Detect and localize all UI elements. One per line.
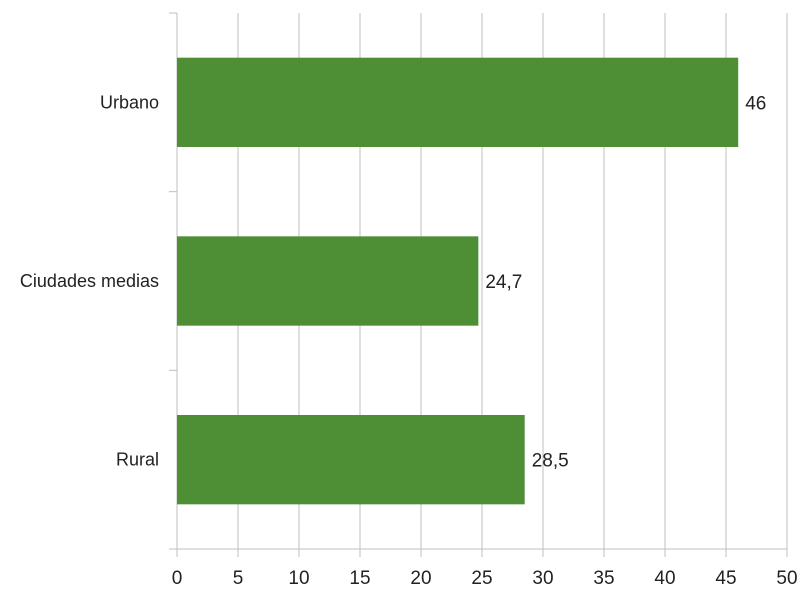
x-tick-label: 20 xyxy=(410,568,431,589)
bar-ciudades-medias xyxy=(177,236,479,326)
x-tick-label: 35 xyxy=(593,568,614,589)
category-label: Rural xyxy=(116,450,159,470)
bar-rural xyxy=(177,415,525,505)
bar-urbano xyxy=(177,57,739,147)
category-label: Urbano xyxy=(100,92,159,112)
bars xyxy=(177,57,739,505)
labels: 0 5 10 15 20 25 30 35 40 45 50 Urbano 46 Ciudades med… xyxy=(20,92,798,589)
data-label: 46 xyxy=(745,93,766,114)
x-tick-label: 0 xyxy=(172,568,183,589)
x-tick-label: 25 xyxy=(471,568,492,589)
category-label: Ciudades medias xyxy=(20,271,159,291)
x-tick-label: 5 xyxy=(233,568,244,589)
data-label: 24,7 xyxy=(485,272,522,293)
x-tick-label: 45 xyxy=(715,568,736,589)
x-tick-label: 50 xyxy=(776,568,797,589)
x-tick-label: 40 xyxy=(654,568,675,589)
x-tick-label: 30 xyxy=(532,568,553,589)
x-tick-label: 10 xyxy=(288,568,309,589)
data-label: 28,5 xyxy=(532,451,569,472)
x-tick-label: 15 xyxy=(349,568,370,589)
